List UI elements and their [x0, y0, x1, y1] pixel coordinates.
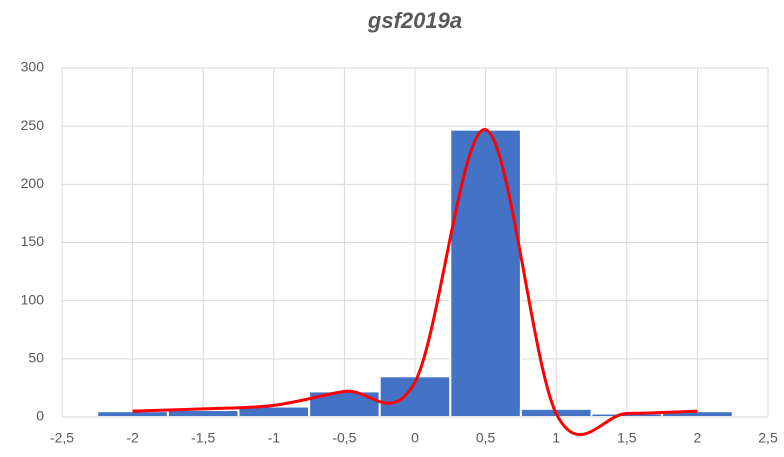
x-tick-label: -2,5: [50, 430, 74, 446]
x-tick-label: 0: [411, 430, 419, 446]
x-tick-label: -1,5: [191, 430, 215, 446]
chart-title: gsf2019a: [367, 8, 462, 33]
y-tick-label: 100: [21, 291, 45, 307]
x-tick-label: -2: [126, 430, 139, 446]
x-tick-label: 0,5: [476, 430, 496, 446]
y-tick-label: 300: [21, 59, 45, 75]
x-tick-label: -1: [268, 430, 281, 446]
bar: [96, 410, 169, 418]
y-tick-label: 250: [21, 117, 45, 133]
bar: [449, 128, 522, 418]
x-tick-label: 2: [694, 430, 702, 446]
x-tick-label: 2,5: [758, 430, 778, 446]
x-tick-label: -0,5: [332, 430, 356, 446]
x-tick-label: 1,5: [617, 430, 637, 446]
y-tick-label: 0: [36, 408, 44, 424]
y-tick-label: 50: [28, 350, 44, 366]
x-tick-label: 1: [552, 430, 560, 446]
smooth-line: [132, 128, 698, 437]
y-tick-label: 150: [21, 233, 45, 249]
y-tick-label: 200: [21, 175, 45, 191]
